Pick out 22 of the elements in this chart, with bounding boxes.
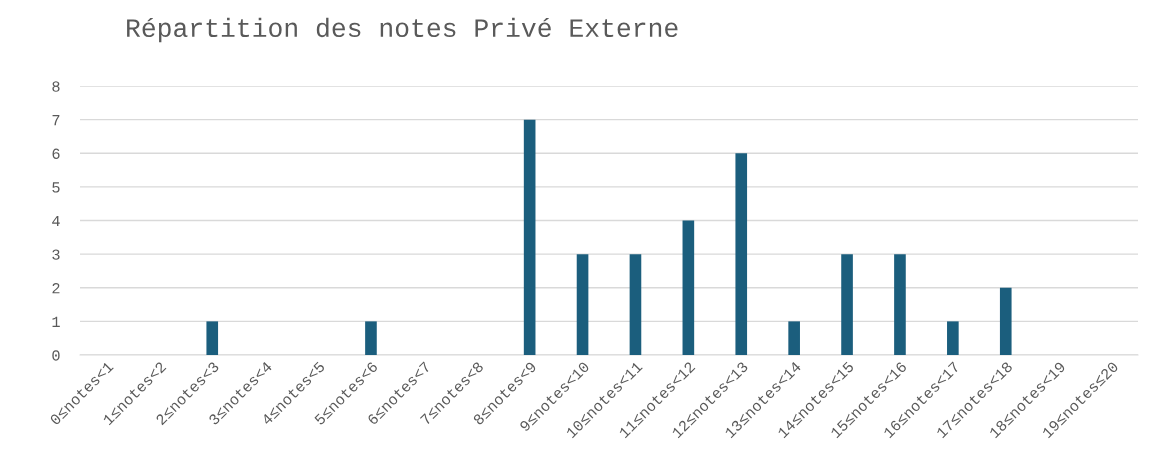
bar [576, 254, 589, 355]
y-tick-label: 1 [52, 316, 60, 327]
y-tick-label: 3 [52, 249, 60, 260]
bar [365, 321, 377, 355]
bar [682, 220, 695, 355]
bar [788, 321, 800, 355]
y-tick-label: 4 [52, 215, 60, 227]
bar [841, 254, 853, 355]
y-tick-label: 5 [52, 182, 60, 193]
y-tick-label: 0 [52, 350, 60, 361]
y-tick-label: 8 [52, 81, 60, 92]
y-tick-label: 6 [52, 148, 60, 159]
bar [999, 287, 1012, 355]
bar [629, 254, 642, 355]
y-tick-label: 2 [52, 283, 60, 294]
bar [523, 119, 536, 355]
chart-title: Répartition des notes Privé Externe [127, 17, 678, 43]
y-tick-label: 7 [52, 115, 60, 126]
bar [206, 321, 219, 355]
bar [735, 153, 748, 355]
bar [894, 254, 906, 355]
bar [947, 321, 959, 355]
